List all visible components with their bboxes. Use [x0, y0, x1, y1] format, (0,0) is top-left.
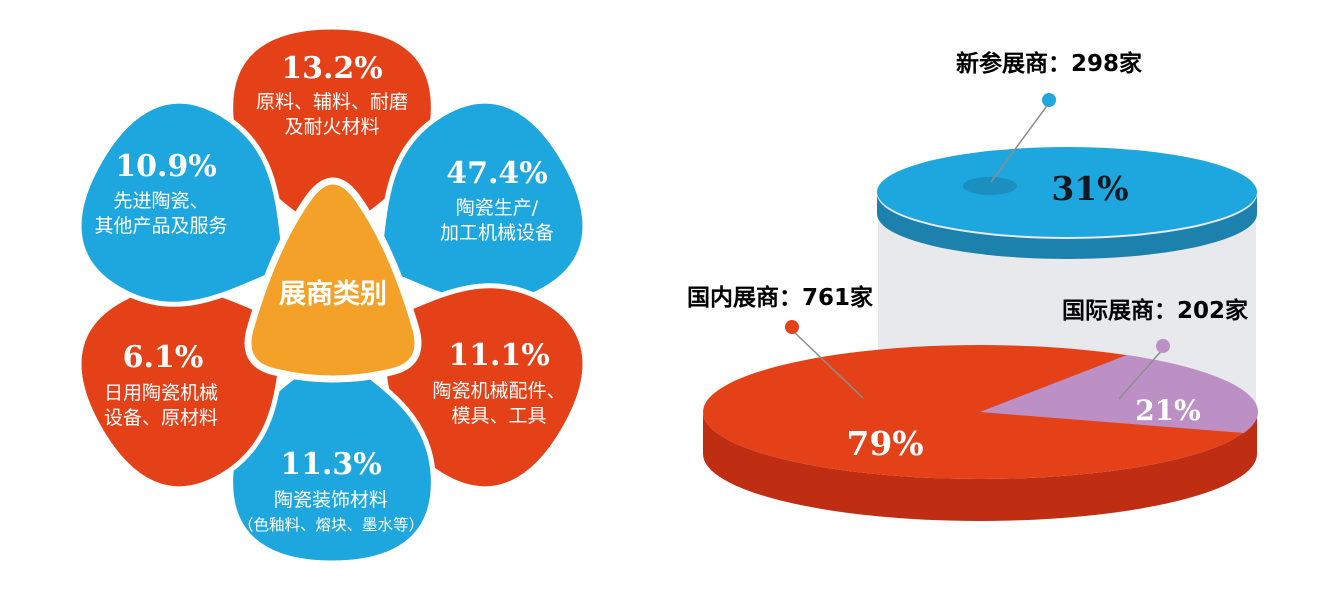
petal-bottom: 11.3% 陶瓷装饰材料 （色釉料、熔块、墨水等）	[228, 344, 436, 566]
petal-bottom-left-pct: 6.1%	[123, 340, 204, 375]
petal-top: 13.2% 原料、辅料、耐磨 及耐火材料	[228, 24, 436, 246]
international-pct-label: 21%	[1135, 394, 1201, 427]
center-badge-label: 展商类别	[279, 279, 387, 310]
callout-domestic-label: 国内展商：761家	[687, 284, 873, 311]
petal-bottom-line1: 陶瓷装饰材料	[274, 489, 388, 511]
callout-international-label: 国际展商：202家	[1062, 297, 1248, 324]
petal-top-left: 10.9% 先进陶瓷、 其他产品及服务	[76, 98, 290, 307]
petal-top-left-line2: 其他产品及服务	[94, 215, 227, 237]
callout-international-line	[1118, 348, 1164, 400]
petal-top-left-pct: 10.9%	[115, 149, 217, 184]
petal-top-right: 47.4% 陶瓷生产/ 加工机械设备	[374, 98, 588, 307]
petal-top-left-shape	[76, 98, 290, 307]
new-disc-dimple	[963, 177, 1017, 195]
callout-domestic-line	[791, 329, 864, 399]
new-disc-side	[877, 194, 1257, 259]
new-disc-top	[877, 147, 1257, 237]
callout-international-dot	[1156, 339, 1170, 353]
petal-bottom-left: 6.1% 日用陶瓷机械 设备、原材料	[76, 283, 290, 492]
petal-top-pct: 13.2%	[281, 51, 383, 86]
petal-bottom-right-line2: 模具、工具	[451, 405, 546, 427]
petal-top-right-line1: 陶瓷生产/	[456, 197, 539, 219]
callout-international: 国际展商：202家	[1062, 297, 1248, 400]
new-pct-label: 31%	[1051, 169, 1128, 208]
petal-top-line2: 及耐火材料	[284, 116, 379, 138]
callout-new-label: 新参展商：298家	[956, 50, 1142, 77]
petal-bottom-right: 11.1% 陶瓷机械配件、 模具、工具	[374, 283, 588, 492]
exhibitor-pie-chart: 31% 79% 21% 新参展商：298家 国内展商：761家 国际展商：202…	[687, 50, 1259, 521]
petal-bottom-right-pct: 11.1%	[448, 338, 550, 373]
petal-top-left-line1: 先进陶瓷、	[113, 190, 208, 212]
center-badge: 展商类别	[244, 177, 422, 383]
category-flower-chart: 13.2% 原料、辅料、耐磨 及耐火材料 47.4% 陶瓷生产/ 加工机械设备 …	[76, 24, 588, 566]
callout-domestic-dot	[785, 320, 799, 334]
petal-bottom-left-line1: 日用陶瓷机械	[104, 382, 218, 404]
petal-bottom-line2: （色釉料、熔块、墨水等）	[238, 516, 424, 534]
center-badge-shape	[244, 177, 422, 383]
petal-bottom-right-line1: 陶瓷机械配件、	[432, 380, 565, 402]
callout-domestic: 国内展商：761家	[687, 284, 873, 399]
callout-new-dot	[1042, 93, 1056, 107]
international-slice	[980, 355, 1259, 433]
callout-new-line	[990, 102, 1050, 183]
petal-top-right-pct: 47.4%	[446, 156, 548, 191]
petal-top-right-line2: 加工机械设备	[440, 222, 554, 244]
petal-bottom-left-line2: 设备、原材料	[104, 407, 218, 429]
petal-top-line1: 原料、辅料、耐磨	[256, 91, 408, 113]
petal-bottom-pct: 11.3%	[280, 447, 382, 482]
domestic-pct-label: 79%	[846, 424, 923, 463]
pie-rim	[703, 412, 1257, 521]
callout-new: 新参展商：298家	[956, 50, 1142, 183]
